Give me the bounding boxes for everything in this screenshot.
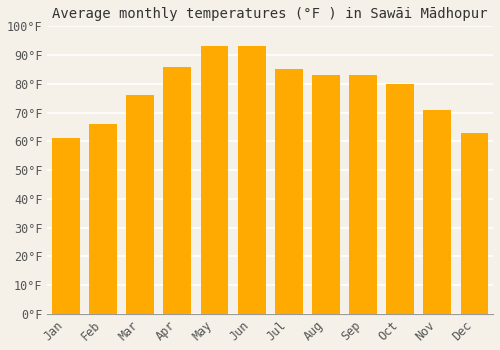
Bar [164,66,192,314]
Bar [424,110,452,314]
Bar [238,47,266,314]
Bar [52,139,80,314]
Bar [275,69,302,314]
Bar [460,133,488,314]
Bar [200,47,228,314]
Title: Average monthly temperatures (°F ) in Sawāi Mādhopur: Average monthly temperatures (°F ) in Sa… [52,7,488,21]
Bar [89,124,117,314]
Bar [386,84,414,314]
Bar [312,75,340,314]
Bar [126,95,154,314]
Bar [349,75,377,314]
